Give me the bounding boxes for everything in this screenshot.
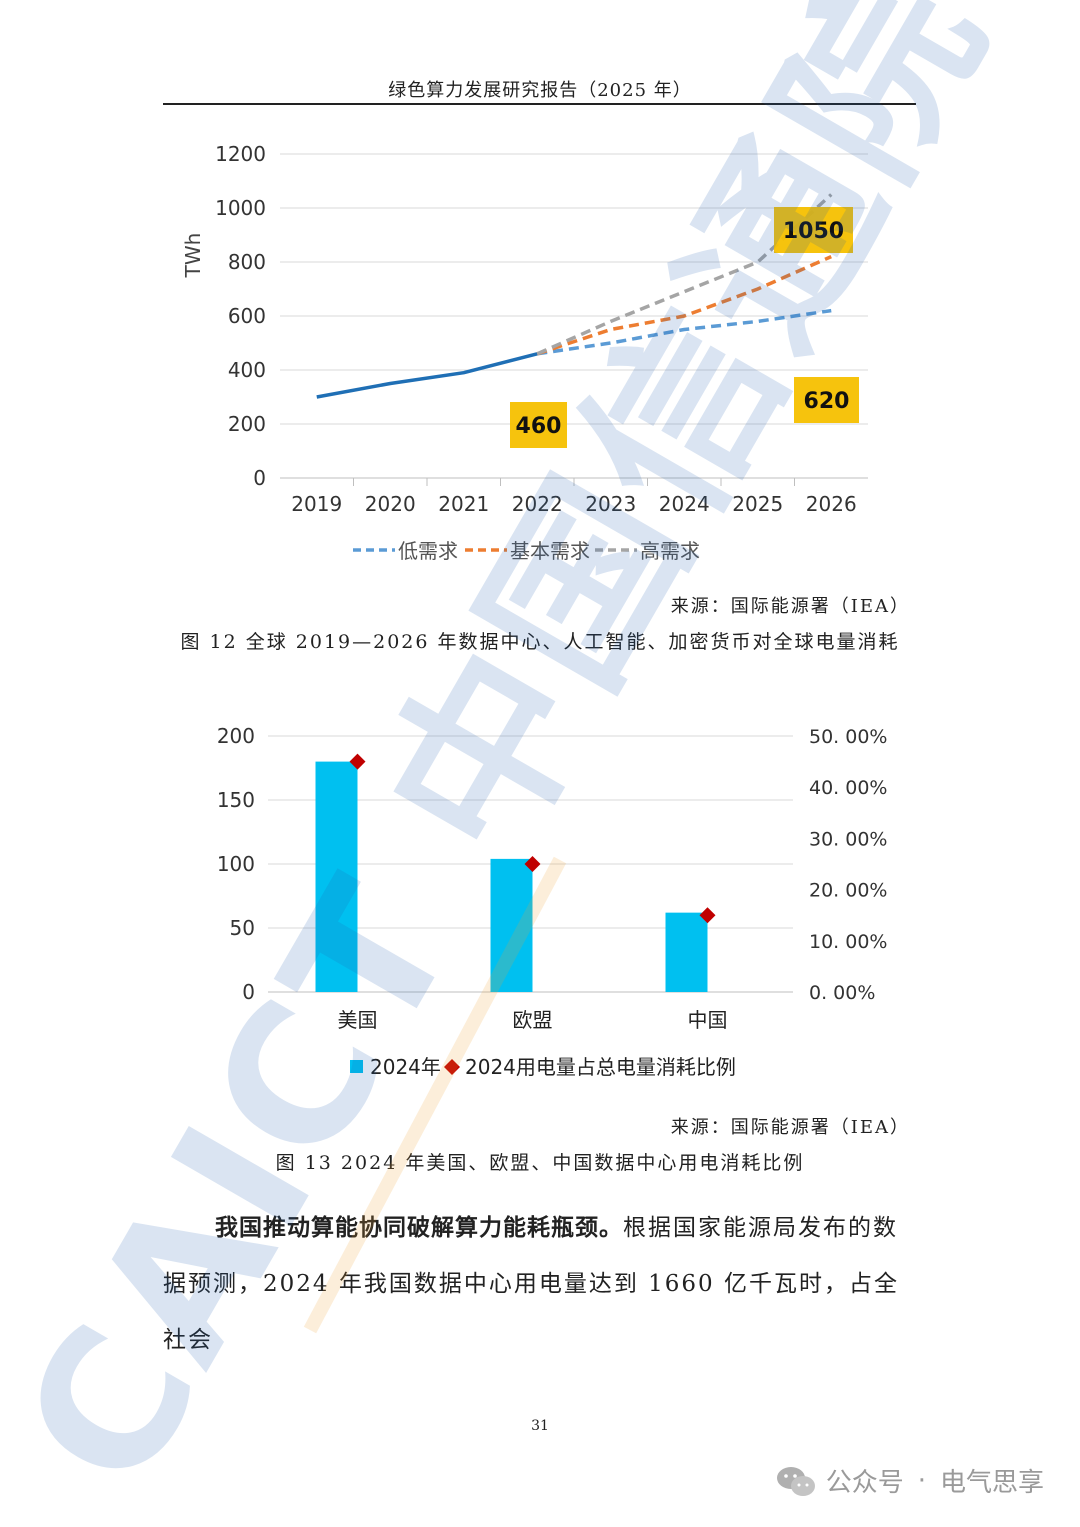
y-left-tick-label: 200 [217, 724, 255, 748]
x-tick-label: 2023 [585, 492, 636, 516]
annotation-box [510, 402, 567, 448]
annotation-label: 1050 [783, 219, 844, 244]
x-tick-label: 欧盟 [513, 1008, 553, 1032]
y-right-tick-label: 0. 00% [809, 982, 875, 1004]
report-header-title: 绿色算力发展研究报告（2025 年） [388, 80, 692, 101]
y-tick-label: 400 [228, 358, 266, 382]
x-tick-label: 2025 [732, 492, 783, 516]
x-tick-label: 美国 [338, 1008, 378, 1032]
y-left-tick-label: 0 [242, 980, 255, 1004]
x-tick-label: 2019 [291, 492, 342, 516]
x-tick-label: 2020 [365, 492, 416, 516]
y-tick-label: 600 [228, 304, 266, 328]
legend-label-bar: 2024年 [370, 1055, 441, 1079]
footer-label-name: 电气思享 [939, 1468, 1044, 1498]
wechat-footer: 公众号 · 电气思享 [776, 1462, 1044, 1499]
header-rule [163, 103, 916, 105]
x-tick-label: 2022 [512, 492, 563, 516]
body-paragraph-line1: 我国推动算能协同破解算力能耗瓶颈。根据国家能源局发布的数 [163, 1200, 916, 1256]
figure12-caption: 图 12 全球 2019—2026 年数据中心、人工智能、加密货币对全球电量消耗 [180, 631, 900, 653]
y-tick-label: 1000 [215, 196, 266, 220]
annotation-label: 460 [516, 414, 562, 439]
y-axis-label: TWh [181, 233, 205, 279]
x-tick-label: 2021 [438, 492, 489, 516]
y-left-tick-label: 100 [217, 852, 255, 876]
legend-label: 低需求 [398, 539, 458, 563]
figure13-source: 来源：国际能源署（IEA） [670, 1117, 910, 1138]
annotation-box [794, 377, 859, 423]
ratio-marker [524, 856, 541, 872]
figure12-source: 来源：国际能源署（IEA） [670, 596, 910, 617]
x-tick-label: 中国 [688, 1008, 728, 1032]
y-right-tick-label: 20. 00% [809, 880, 888, 902]
body-paragraph-line2: 据预测，2024 年我国数据中心用电量达到 1660 亿千瓦时，占全社会 [163, 1271, 899, 1353]
bar [315, 761, 358, 992]
x-tick-label: 2024 [659, 492, 710, 516]
x-tick-label: 2026 [806, 492, 857, 516]
wechat-icon [776, 1466, 815, 1496]
paragraph-text-1: 根据国家能源局发布的数 [623, 1215, 898, 1241]
legend-swatch-bar [350, 1060, 363, 1073]
page-number: 31 [531, 1418, 549, 1434]
ratio-marker [349, 753, 366, 770]
bar [665, 912, 708, 992]
y-left-tick-label: 150 [217, 788, 255, 812]
y-tick-label: 0 [253, 466, 266, 490]
ratio-marker [699, 907, 716, 924]
y-left-tick-label: 50 [230, 916, 255, 940]
paragraph-lead: 我国推动算能协同破解算力能耗瓶颈。 [215, 1215, 623, 1241]
y-right-tick-label: 40. 00% [809, 777, 888, 799]
figure13-caption: 图 13 2024 年美国、欧盟、中国数据中心用电消耗比例 [275, 1152, 805, 1174]
series-line [316, 352, 538, 399]
bar [490, 858, 533, 992]
y-right-tick-label: 10. 00% [809, 931, 888, 953]
y-right-tick-label: 30. 00% [809, 828, 888, 850]
y-tick-label: 200 [228, 412, 266, 436]
footer-label-account: 公众号 [825, 1468, 904, 1498]
series-line [536, 254, 832, 356]
legend-label-marker: 2024用电量占总电量消耗比例 [465, 1055, 736, 1079]
legend-label: 基本需求 [510, 539, 590, 563]
footer-separator: · [917, 1465, 926, 1496]
legend-label: 高需求 [640, 539, 700, 563]
y-right-tick-label: 50. 00% [809, 726, 888, 748]
annotation-box [774, 207, 853, 253]
legend-swatch-marker [444, 1059, 460, 1075]
figure12-line-chart: 0 200 400 600 800 1000 1200 2019 2020 2021 2022 20… [181, 142, 868, 563]
y-tick-label: 800 [228, 250, 266, 274]
y-tick-label: 1200 [215, 142, 266, 166]
annotation-label: 620 [804, 389, 850, 414]
figure13-bar-chart: 0 50 100 150 200 0. 00% 10. 00% 20. 00% 30. 00%… [217, 724, 888, 1079]
series-line [536, 308, 832, 356]
